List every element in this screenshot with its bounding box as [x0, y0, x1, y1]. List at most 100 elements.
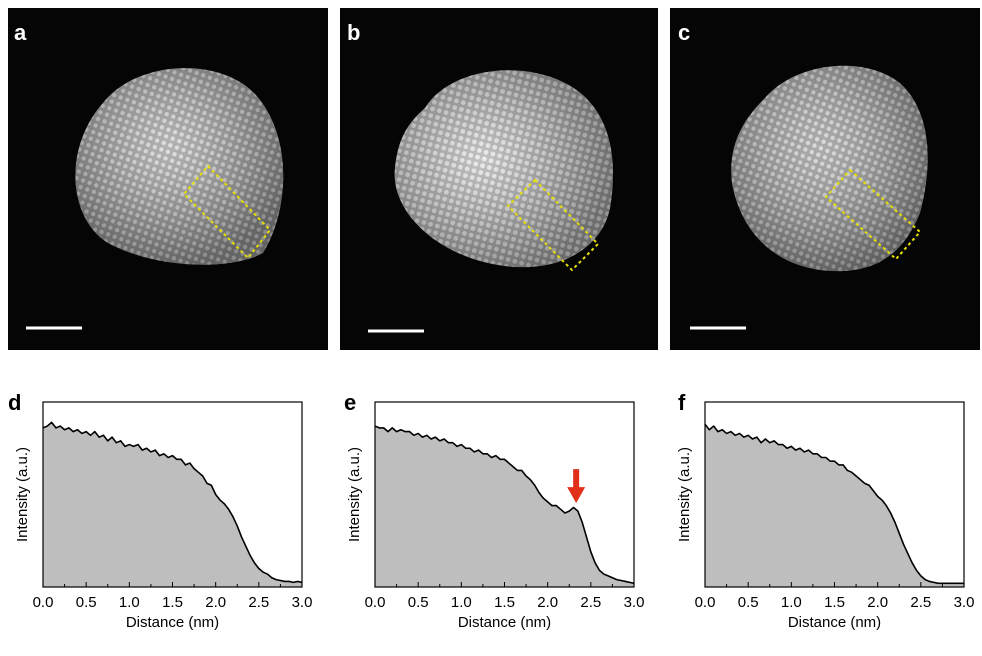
data-point	[946, 582, 948, 584]
data-point	[495, 455, 497, 457]
data-point	[253, 562, 256, 564]
data-point	[81, 432, 83, 435]
data-point	[629, 581, 631, 583]
x-tick-label: 0.5	[408, 594, 429, 611]
data-point	[408, 431, 411, 433]
data-point	[842, 464, 844, 466]
data-point	[55, 427, 57, 429]
red-arrow-icon	[567, 469, 586, 504]
data-point	[816, 453, 818, 455]
data-point	[154, 449, 156, 451]
data-point	[598, 569, 601, 571]
data-point	[851, 471, 853, 473]
data-point	[708, 429, 710, 431]
data-point	[197, 471, 199, 473]
data-point	[594, 562, 596, 564]
data-point	[469, 447, 471, 449]
data-point	[572, 506, 575, 509]
data-point	[434, 436, 437, 438]
data-point	[855, 475, 857, 477]
data-point	[503, 458, 506, 460]
x-tick-label: 1.0	[451, 594, 472, 611]
x-axis-title: Distance (nm)	[126, 614, 219, 631]
intensity-plot-e: 0.0 0.5 1.0 1.5 2.0 2.5 3.0 Distance (nm) Intens…	[346, 401, 645, 631]
data-point	[937, 582, 939, 584]
intensity-area	[43, 422, 302, 587]
data-point	[725, 432, 728, 435]
data-point	[833, 460, 836, 462]
data-point	[568, 510, 570, 512]
data-point	[266, 573, 269, 575]
data-point	[538, 492, 540, 494]
data-point	[395, 431, 398, 433]
data-point	[443, 438, 445, 440]
x-tick-label: 2.0	[867, 594, 888, 611]
data-point	[426, 434, 428, 436]
intensity-plot-d: 0.0 0.5 1.0 1.5 2.0 2.5 3.0 Distance (nm) Intens…	[14, 401, 313, 631]
data-point	[219, 499, 221, 501]
data-point	[924, 579, 926, 581]
particle-image-c	[690, 65, 928, 330]
data-point	[560, 508, 562, 510]
data-point	[838, 464, 840, 466]
data-point	[829, 460, 831, 462]
data-point	[795, 449, 797, 451]
data-point	[124, 445, 126, 447]
data-point	[820, 456, 823, 459]
intensity-area	[705, 424, 964, 587]
data-point	[76, 429, 79, 431]
data-point	[941, 582, 944, 584]
data-point	[521, 469, 523, 472]
data-point	[72, 431, 74, 433]
data-point	[512, 466, 514, 468]
x-tick-label: 3.0	[624, 594, 645, 611]
data-point	[378, 427, 380, 429]
data-point	[94, 431, 96, 433]
data-point	[46, 425, 48, 427]
data-point	[898, 532, 900, 534]
data-point	[846, 469, 849, 472]
data-point	[769, 442, 771, 444]
x-tick-label: 2.0	[537, 594, 558, 611]
data-point	[89, 434, 92, 436]
data-point	[482, 453, 484, 455]
data-point	[786, 447, 788, 449]
data-point	[193, 468, 195, 470]
x-tick-label: 0.0	[695, 594, 716, 611]
data-point	[167, 456, 169, 459]
data-point	[620, 579, 622, 582]
x-tick-label: 2.0	[205, 594, 226, 611]
data-point	[297, 580, 299, 583]
data-point	[150, 451, 152, 453]
data-point	[756, 436, 758, 438]
plot-panel-d: 0.0 0.5 1.0 1.5 2.0 2.5 3.0 Distance (nm) Intens…	[0, 382, 320, 656]
data-point	[747, 434, 749, 436]
data-point	[400, 429, 402, 431]
data-point	[120, 440, 122, 442]
data-point	[102, 434, 105, 436]
data-point	[141, 449, 143, 451]
data-point	[803, 451, 805, 453]
x-tick-label: 3.0	[292, 594, 313, 611]
data-point	[292, 581, 294, 583]
data-point	[180, 458, 182, 460]
data-point	[490, 456, 493, 459]
data-point	[473, 451, 475, 453]
data-point	[275, 579, 277, 581]
data-point	[907, 553, 909, 555]
data-point	[146, 447, 148, 449]
data-point	[877, 495, 879, 497]
data-point	[743, 436, 745, 438]
data-point	[404, 431, 406, 433]
data-point	[721, 429, 723, 431]
data-point	[868, 484, 870, 486]
data-point	[713, 425, 715, 427]
data-point	[859, 479, 861, 481]
data-point	[607, 575, 609, 577]
panel-label-a: a	[14, 20, 27, 45]
data-point	[223, 503, 225, 505]
data-point	[171, 455, 174, 457]
data-point	[176, 458, 178, 460]
x-tick-label: 1.0	[119, 594, 140, 611]
data-point	[825, 456, 827, 459]
